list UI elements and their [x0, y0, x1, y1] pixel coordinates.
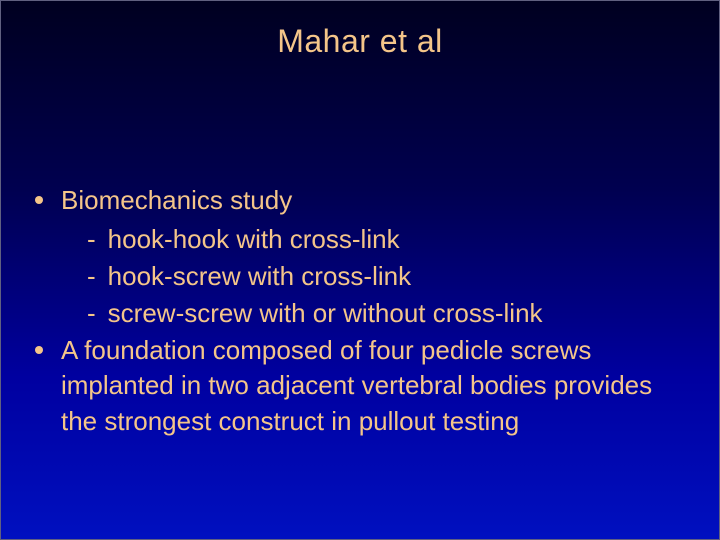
sub-item: - hook-hook with cross-link — [87, 222, 685, 257]
sub-text: hook-screw with cross-link — [108, 259, 411, 294]
bullet-text: A foundation composed of four pedicle sc… — [61, 333, 685, 438]
slide: Mahar et al Biomechanics study - hook-ho… — [0, 0, 720, 540]
dash-icon: - — [87, 222, 96, 257]
bullet-icon — [35, 346, 43, 354]
bullet-icon — [35, 196, 43, 204]
sub-item: - screw-screw with or without cross-link — [87, 296, 685, 331]
bullet-text: Biomechanics study — [61, 183, 292, 218]
slide-body: Biomechanics study - hook-hook with cros… — [35, 183, 685, 443]
dash-icon: - — [87, 296, 96, 331]
bullet-item: Biomechanics study — [35, 183, 685, 218]
bullet-item: A foundation composed of four pedicle sc… — [35, 333, 685, 438]
sub-item: - hook-screw with cross-link — [87, 259, 685, 294]
dash-icon: - — [87, 259, 96, 294]
slide-title: Mahar et al — [1, 23, 719, 60]
sub-text: hook-hook with cross-link — [108, 222, 400, 257]
sub-text: screw-screw with or without cross-link — [108, 296, 543, 331]
